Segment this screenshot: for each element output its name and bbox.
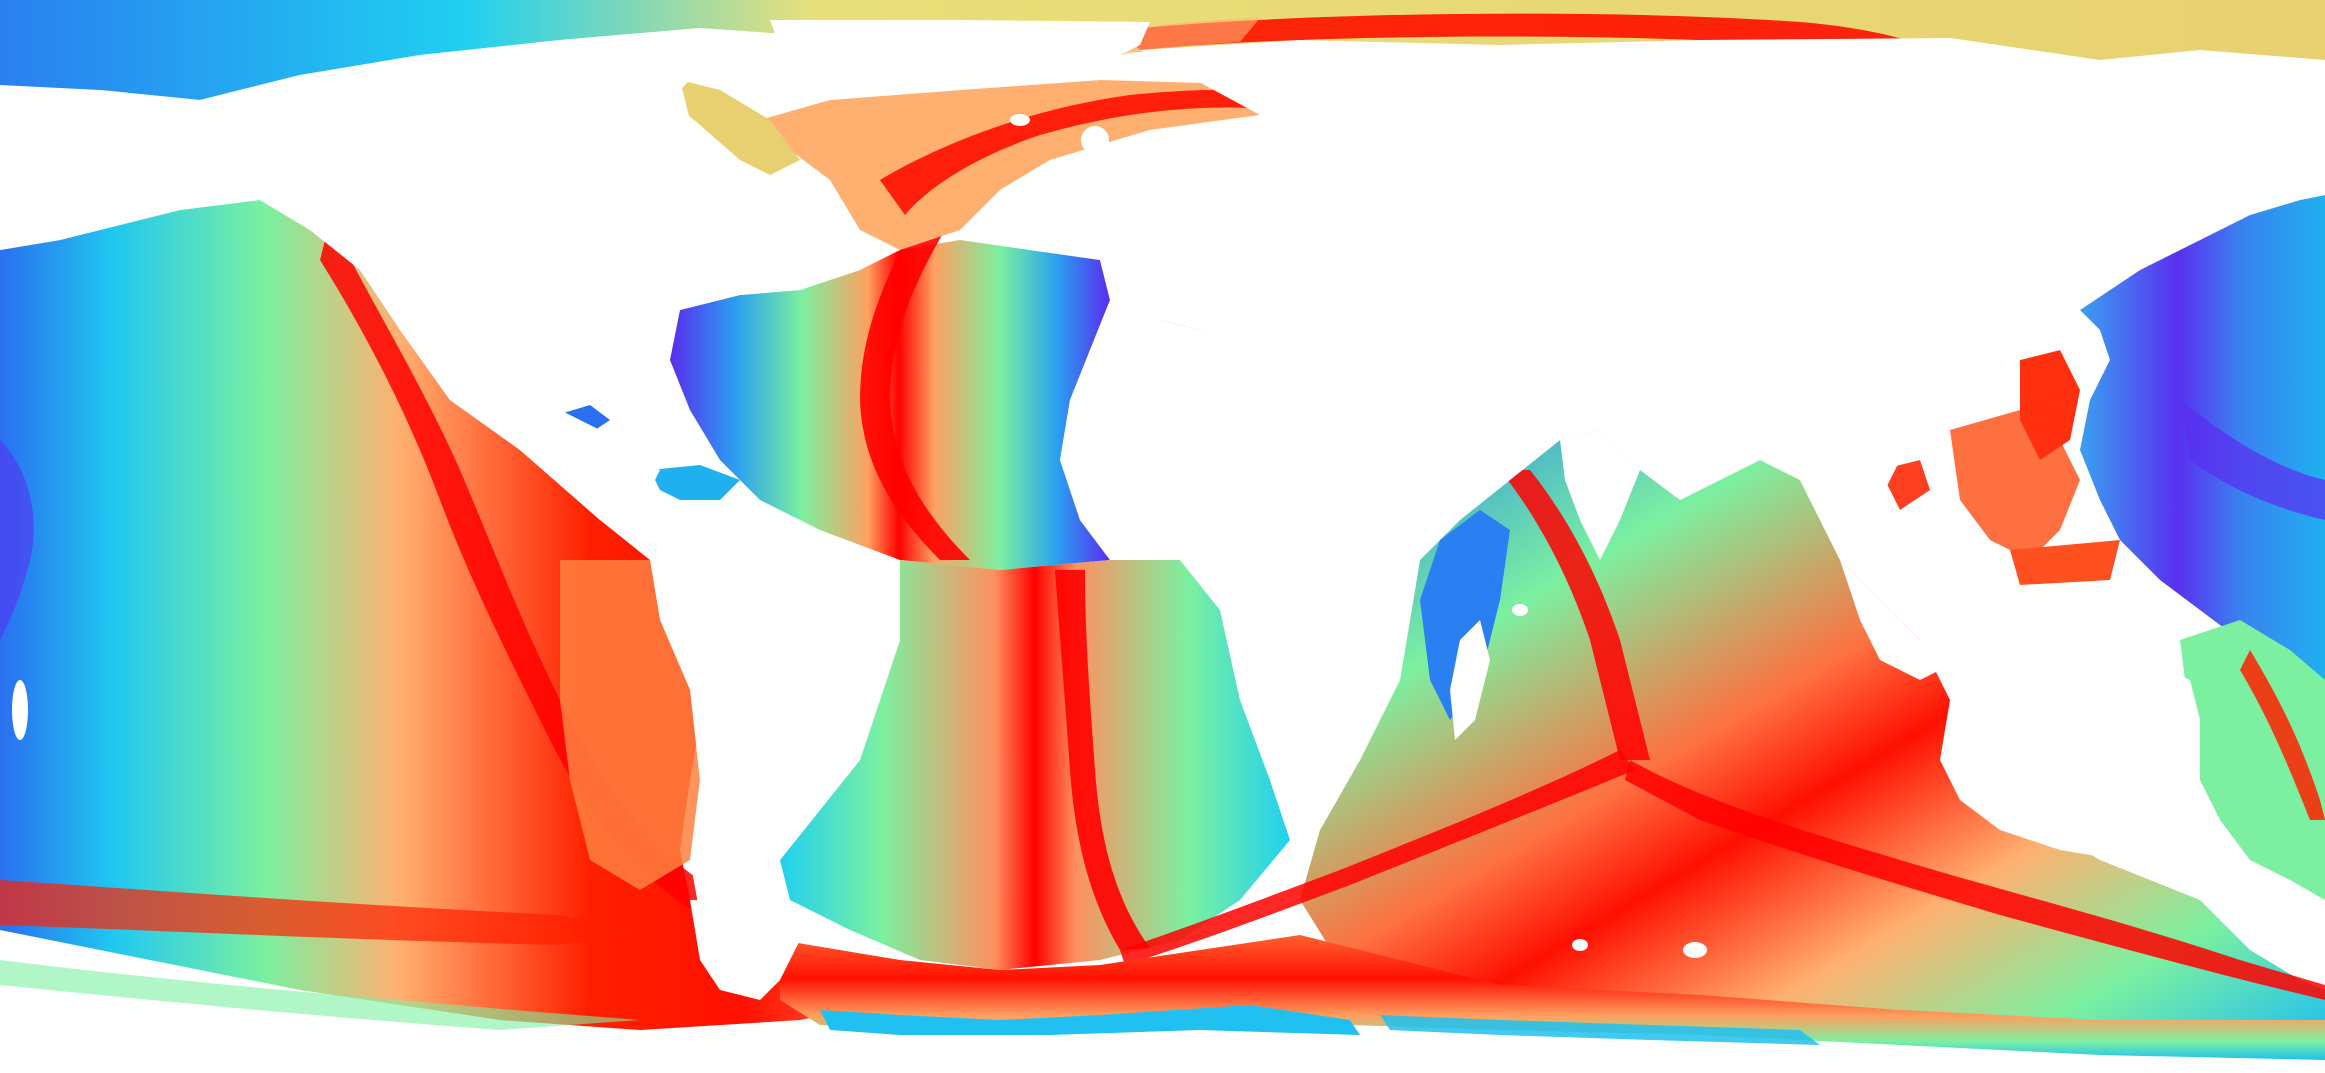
west-pacific-ocean — [2080, 195, 2325, 700]
philippine-sea — [1880, 350, 2120, 585]
south-america — [650, 530, 900, 915]
land — [0, 20, 2325, 1073]
islands — [12, 114, 1707, 958]
greenland — [770, 20, 1150, 100]
south-atlantic-ocean — [780, 560, 1290, 970]
india — [1560, 430, 1640, 560]
pacific-ocean — [0, 200, 950, 1030]
north-atlantic-ocean — [670, 230, 1110, 570]
north-atlantic-upper — [680, 80, 1270, 250]
antarctica — [0, 1035, 2325, 1073]
arabian-sea — [1420, 510, 1510, 720]
nazca-plate — [560, 560, 700, 890]
australia — [1940, 660, 2220, 860]
tasman-sea — [2180, 620, 2325, 900]
southeast-asia — [1840, 560, 2120, 680]
eurasia — [1000, 38, 2325, 560]
africa — [1060, 300, 1420, 840]
madagascar — [1450, 620, 1490, 740]
southern-ocean — [780, 935, 2325, 1060]
new-zealand — [2225, 870, 2255, 920]
north-america — [0, 28, 860, 530]
indian-ocean — [1120, 430, 2325, 1040]
japan — [2040, 280, 2080, 350]
antarctic-peninsula — [690, 900, 800, 1000]
